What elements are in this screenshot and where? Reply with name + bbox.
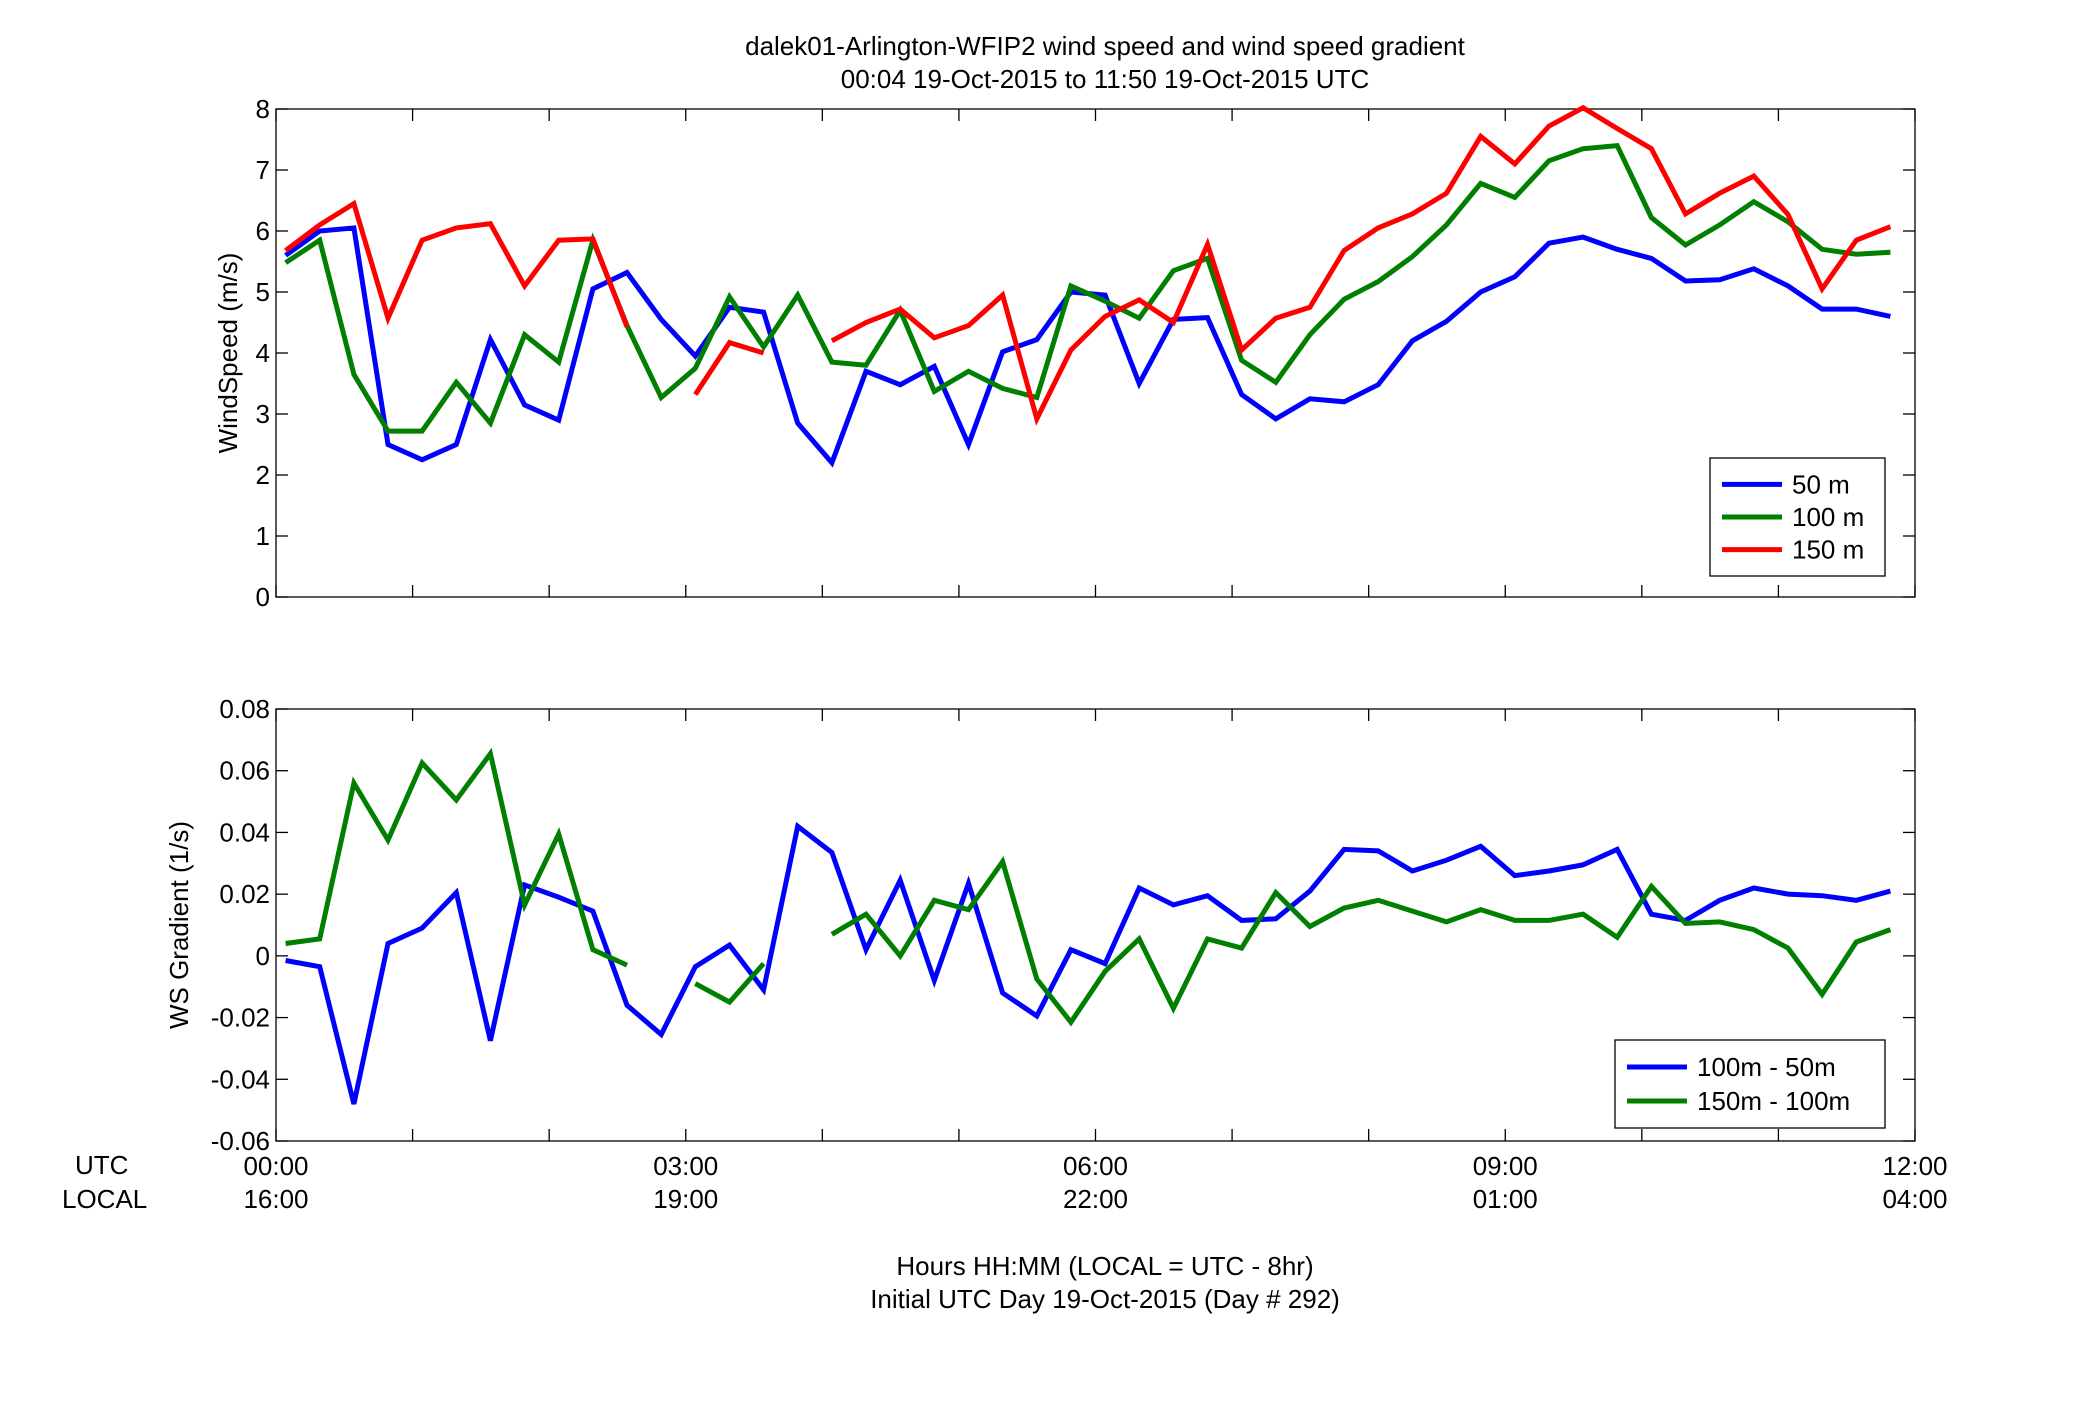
local-tick-label: 22:00 xyxy=(1063,1184,1128,1214)
local-tick-label: 04:00 xyxy=(1882,1184,1947,1214)
y-axis-label-2: WS Gradient (1/s) xyxy=(164,821,194,1029)
y-tick-label-1: 3 xyxy=(256,399,270,429)
utc-tick-label: 12:00 xyxy=(1882,1151,1947,1181)
y-tick-label-1: 4 xyxy=(256,338,270,368)
y-tick-label-1: 5 xyxy=(256,277,270,307)
y-tick-label-1: 1 xyxy=(256,521,270,551)
series-line-150m-100m xyxy=(694,961,766,1006)
y-tick-label-1: 6 xyxy=(256,216,270,246)
utc-tick-label: 03:00 xyxy=(653,1151,718,1181)
y-tick-label-2: 0.08 xyxy=(219,694,270,724)
legend-label-50-m: 50 m xyxy=(1792,469,1850,499)
y-tick-label-1: 2 xyxy=(256,460,270,490)
series-line-150-m xyxy=(830,104,1892,426)
series-line-150-m xyxy=(284,199,630,328)
series-line-100-m xyxy=(284,142,1891,434)
series-line-100m-50m xyxy=(285,821,1892,1105)
series-line-150m-100m xyxy=(830,856,1892,1027)
y-tick-label-2: -0.02 xyxy=(211,1003,270,1033)
y-axis-label-1: WindSpeed (m/s) xyxy=(213,253,243,454)
utc-tick-label: 09:00 xyxy=(1473,1151,1538,1181)
y-tick-label-1: 0 xyxy=(256,582,270,612)
series-line-150-m xyxy=(693,339,765,396)
legend-label-100-m: 100 m xyxy=(1792,502,1864,532)
y-tick-label-2: 0 xyxy=(256,941,270,971)
series-line-150m-100m xyxy=(285,747,629,968)
legend-label-150m-100m: 150m - 100m xyxy=(1697,1086,1850,1116)
chart-title-line2: 00:04 19-Oct-2015 to 11:50 19-Oct-2015 U… xyxy=(840,64,1370,94)
y-tick-label-1: 7 xyxy=(256,155,270,185)
utc-tick-label: 00:00 xyxy=(243,1151,308,1181)
legend-box-2 xyxy=(1614,1039,1886,1129)
x-axis-label-line2: Initial UTC Day 19-Oct-2015 (Day # 292) xyxy=(870,1284,1340,1314)
x-axis-label-line1: Hours HH:MM (LOCAL = UTC - 8hr) xyxy=(896,1251,1314,1281)
legend-label-100m-50m: 100m - 50m xyxy=(1697,1052,1836,1082)
series-line-50-m xyxy=(284,225,1891,468)
y-tick-label-1: 8 xyxy=(256,94,270,124)
utc-tick-label: 06:00 xyxy=(1063,1151,1128,1181)
y-tick-label-2: -0.06 xyxy=(211,1126,270,1156)
chart-title-line1: dalek01-Arlington-WFIP2 wind speed and w… xyxy=(745,31,1465,61)
legend-label-150-m: 150 m xyxy=(1792,535,1864,565)
local-tick-label: 01:00 xyxy=(1473,1184,1538,1214)
local-row-label: LOCAL xyxy=(62,1184,148,1214)
y-tick-label-2: -0.04 xyxy=(211,1064,270,1094)
local-tick-label: 16:00 xyxy=(243,1184,308,1214)
y-tick-label-2: 0.02 xyxy=(219,879,270,909)
y-tick-label-2: 0.04 xyxy=(219,817,270,847)
y-tick-label-2: 0.06 xyxy=(219,756,270,786)
utc-row-label: UTC xyxy=(75,1150,129,1180)
local-tick-label: 19:00 xyxy=(653,1184,718,1214)
